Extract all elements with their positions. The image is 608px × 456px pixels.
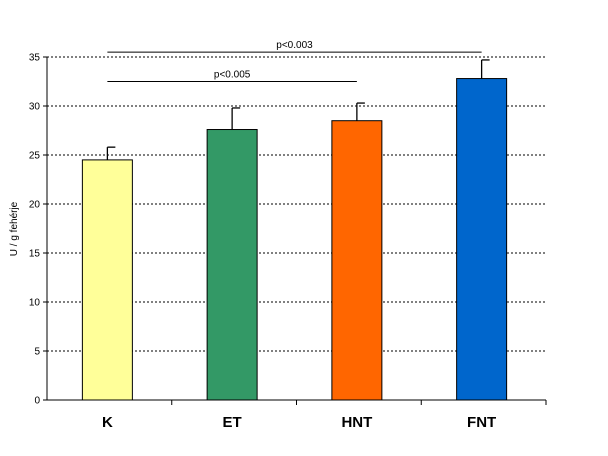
y-tick-label-35: 35 (29, 53, 41, 64)
y-tick-label-5: 5 (34, 347, 40, 358)
y-tick-label-30: 30 (29, 102, 41, 113)
y-tick-labels: 0 5 10 15 20 25 30 35 (29, 53, 41, 407)
x-label-HNT: HNT (341, 414, 372, 431)
y-tick-label-20: 20 (29, 200, 41, 211)
significance-label-0: p<0.005 (214, 70, 251, 81)
significance-label-1: p<0.003 (276, 40, 313, 51)
y-tick-label-0: 0 (34, 396, 40, 407)
grid-lines (47, 56, 546, 352)
significance-annotations: p<0.005 p<0.003 (107, 40, 482, 82)
y-axis-label: U / g fehérje (9, 201, 20, 256)
x-label-ET: ET (223, 414, 242, 431)
error-bars (106, 59, 490, 160)
bar-ET (206, 129, 258, 401)
bar-FNT (456, 78, 508, 401)
bars (81, 78, 508, 401)
bar-K (81, 159, 133, 401)
x-label-FNT: FNT (467, 414, 496, 431)
y-tick-label-15: 15 (29, 249, 41, 260)
bar-HNT (331, 120, 383, 401)
x-category-labels: K ET HNT FNT (102, 414, 496, 431)
y-tick-label-10: 10 (29, 298, 41, 309)
x-label-K: K (102, 414, 113, 431)
y-tick-label-25: 25 (29, 151, 41, 162)
